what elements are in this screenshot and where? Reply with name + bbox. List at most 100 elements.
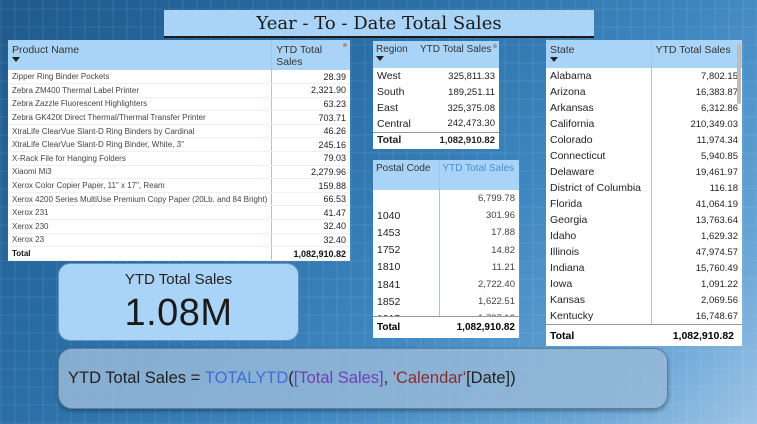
card-value: 1.08M	[124, 292, 233, 334]
row-label: 1453	[373, 224, 440, 242]
ytd-sales-card[interactable]: YTD Total Sales 1.08M	[58, 263, 299, 341]
more-options-dot[interactable]	[343, 43, 347, 47]
table-row[interactable]: Colorado 11,974.34	[546, 132, 742, 148]
table-row[interactable]: Alabama 7,802.15	[546, 68, 742, 84]
row-value: 159.88	[271, 178, 350, 193]
table-row[interactable]: 1752 14.82	[373, 241, 519, 259]
row-label: Idaho	[546, 228, 652, 244]
table-row[interactable]: Xerox 231 41.47	[8, 205, 350, 221]
row-value: 63.23	[271, 97, 350, 112]
table-row[interactable]: Xiaomi Mi3 2,279.96	[8, 165, 350, 180]
table-row[interactable]: District of Columbia 116.18	[546, 180, 742, 196]
row-label: Kansas	[546, 292, 652, 308]
table-row[interactable]: Georgia 13,763.64	[546, 212, 742, 228]
table-row[interactable]: Zebra GK420t Direct Thermal/Thermal Tran…	[8, 110, 350, 125]
row-value: 17.88	[491, 227, 515, 239]
row-value: 46.26	[271, 124, 350, 139]
sort-descending-icon[interactable]	[12, 57, 20, 62]
table-row[interactable]: Zipper Ring Binder Pockets 28.39	[8, 70, 350, 85]
column-header-ytd-sales[interactable]: YTD Total Sales	[655, 44, 731, 56]
row-label: East	[377, 102, 399, 114]
table-row[interactable]: West 325,811.33	[373, 68, 499, 84]
table-row[interactable]: Idaho 1,629.32	[546, 228, 742, 244]
table-row[interactable]: 1040 301.96	[373, 207, 519, 225]
column-header-ytd-sales[interactable]: YTD Total Sales	[276, 44, 323, 68]
row-label	[373, 190, 440, 208]
table-row[interactable]: Arizona 16,383.87	[546, 84, 742, 100]
table-row[interactable]: Kansas 2,069.56	[546, 292, 742, 308]
table-row[interactable]: Connecticut 5,940.85	[546, 148, 742, 164]
total-value: 1,082,910.82	[417, 131, 499, 148]
table-row[interactable]: 1453 17.88	[373, 224, 519, 242]
column-header-region[interactable]: Region	[373, 41, 417, 68]
row-value: 703.71	[271, 110, 350, 125]
row-label: Colorado	[546, 132, 652, 148]
row-value: 210,349.03	[690, 118, 738, 130]
table-row[interactable]: California 210,349.03	[546, 116, 742, 132]
table-row[interactable]: Kentucky 16,748.67	[546, 308, 742, 324]
formula-open-paren: (	[288, 369, 294, 387]
row-label: Zipper Ring Binder Pockets	[8, 70, 273, 85]
table-row[interactable]: 1810 11.21	[373, 258, 519, 276]
table-row[interactable]: Xerox 230 32.40	[8, 219, 350, 234]
table-row[interactable]: Iowa 1,091.22	[546, 276, 742, 292]
row-value: 28.39	[271, 70, 350, 85]
row-label: 1841	[373, 275, 440, 294]
row-value: 32.40	[271, 233, 350, 248]
formula-comma: ,	[383, 369, 393, 387]
state-sales-table[interactable]: State YTD Total Sales Alabama 7,802.15 Ari…	[546, 40, 742, 346]
sort-descending-icon[interactable]	[550, 57, 558, 62]
row-label: Alabama	[546, 68, 652, 84]
column-header-product[interactable]: Product Name	[8, 40, 273, 70]
sort-descending-icon[interactable]	[376, 56, 384, 61]
table-row[interactable]: X-Rack File for Hanging Folders 79.03	[8, 151, 350, 166]
region-sales-table[interactable]: Region YTD Total Sales West 325,811.33 Sou…	[373, 41, 499, 149]
row-value: 16,748.67	[695, 310, 738, 322]
postal-code-sales-table[interactable]: Postal Code YTD Total Sales 6,799.78 1040…	[373, 160, 519, 338]
table-row[interactable]: Zebra Zazzle Fluorescent Highlighters 63.…	[8, 97, 350, 112]
card-label: YTD Total Sales	[124, 271, 233, 288]
column-header-state-label: State	[550, 44, 575, 56]
row-value: 14.82	[491, 244, 515, 256]
row-value: 5,940.85	[701, 150, 738, 162]
column-header-ytd-sales[interactable]: YTD Total Sales	[442, 163, 515, 174]
row-value: 15,760.49	[695, 262, 738, 274]
row-label: Illinois	[546, 244, 652, 260]
table-row[interactable]: South 189,251.11	[373, 84, 499, 100]
row-value: 47,974.57	[695, 246, 738, 258]
column-header-state[interactable]: State	[546, 40, 652, 68]
row-label: XtraLife ClearVue Slant-D Ring Binder, W…	[8, 137, 273, 153]
table-header-row: Postal Code YTD Total Sales	[373, 160, 519, 190]
table-row[interactable]: Indiana 15,760.49	[546, 260, 742, 276]
vertical-scrollbar[interactable]	[737, 44, 741, 104]
table-row[interactable]: 1841 2,722.40	[373, 275, 519, 294]
table-row[interactable]: Florida 41,064.19	[546, 196, 742, 212]
table-row[interactable]: Xerox 23 32.40	[8, 233, 350, 248]
row-value: 11,974.34	[696, 134, 738, 146]
row-label: Central	[377, 117, 411, 130]
row-label: Xiaomi Mi3	[8, 165, 273, 180]
table-row[interactable]: Arkansas 6,312.86	[546, 100, 742, 116]
table-row[interactable]: 6,799.78	[373, 190, 519, 208]
product-sales-table[interactable]: Product Name YTD Total Sales Zipper Ring…	[8, 40, 350, 261]
table-row[interactable]: Central 242,473.30	[373, 116, 499, 132]
row-value: 325,375.08	[447, 102, 495, 114]
column-header-postal-code[interactable]: Postal Code	[373, 160, 440, 190]
table-row[interactable]: East 325,375.08	[373, 100, 499, 116]
row-value: 2,069.56	[701, 294, 738, 306]
table-row[interactable]: 1852 1,622.51	[373, 293, 519, 311]
column-header-ytd-sales[interactable]: YTD Total Sales	[420, 44, 492, 55]
row-label: Xerox 23	[8, 233, 273, 248]
row-label: Delaware	[546, 164, 652, 180]
row-value: 13,763.64	[695, 214, 738, 226]
table-row[interactable]: Xerox 4200 Series MultiUse Premium Copy …	[8, 192, 350, 207]
table-row[interactable]: XtraLife ClearVue Slant-D Ring Binder, W…	[8, 137, 350, 153]
table-row[interactable]: Xerox Color Copier Paper, 11" x 17", Rea…	[8, 178, 350, 193]
table-row[interactable]: Zebra ZM400 Thermal Label Printer 2,321.9…	[8, 83, 350, 98]
table-row[interactable]: Illinois 47,974.57	[546, 244, 742, 260]
table-row[interactable]: Delaware 19,461.97	[546, 164, 742, 180]
more-options-dot[interactable]	[493, 44, 497, 48]
row-value: 116.18	[709, 182, 738, 194]
row-value: 7,802.15	[701, 70, 738, 82]
table-row[interactable]: XtraLife ClearVue Slant-D Ring Binders b…	[8, 124, 350, 139]
